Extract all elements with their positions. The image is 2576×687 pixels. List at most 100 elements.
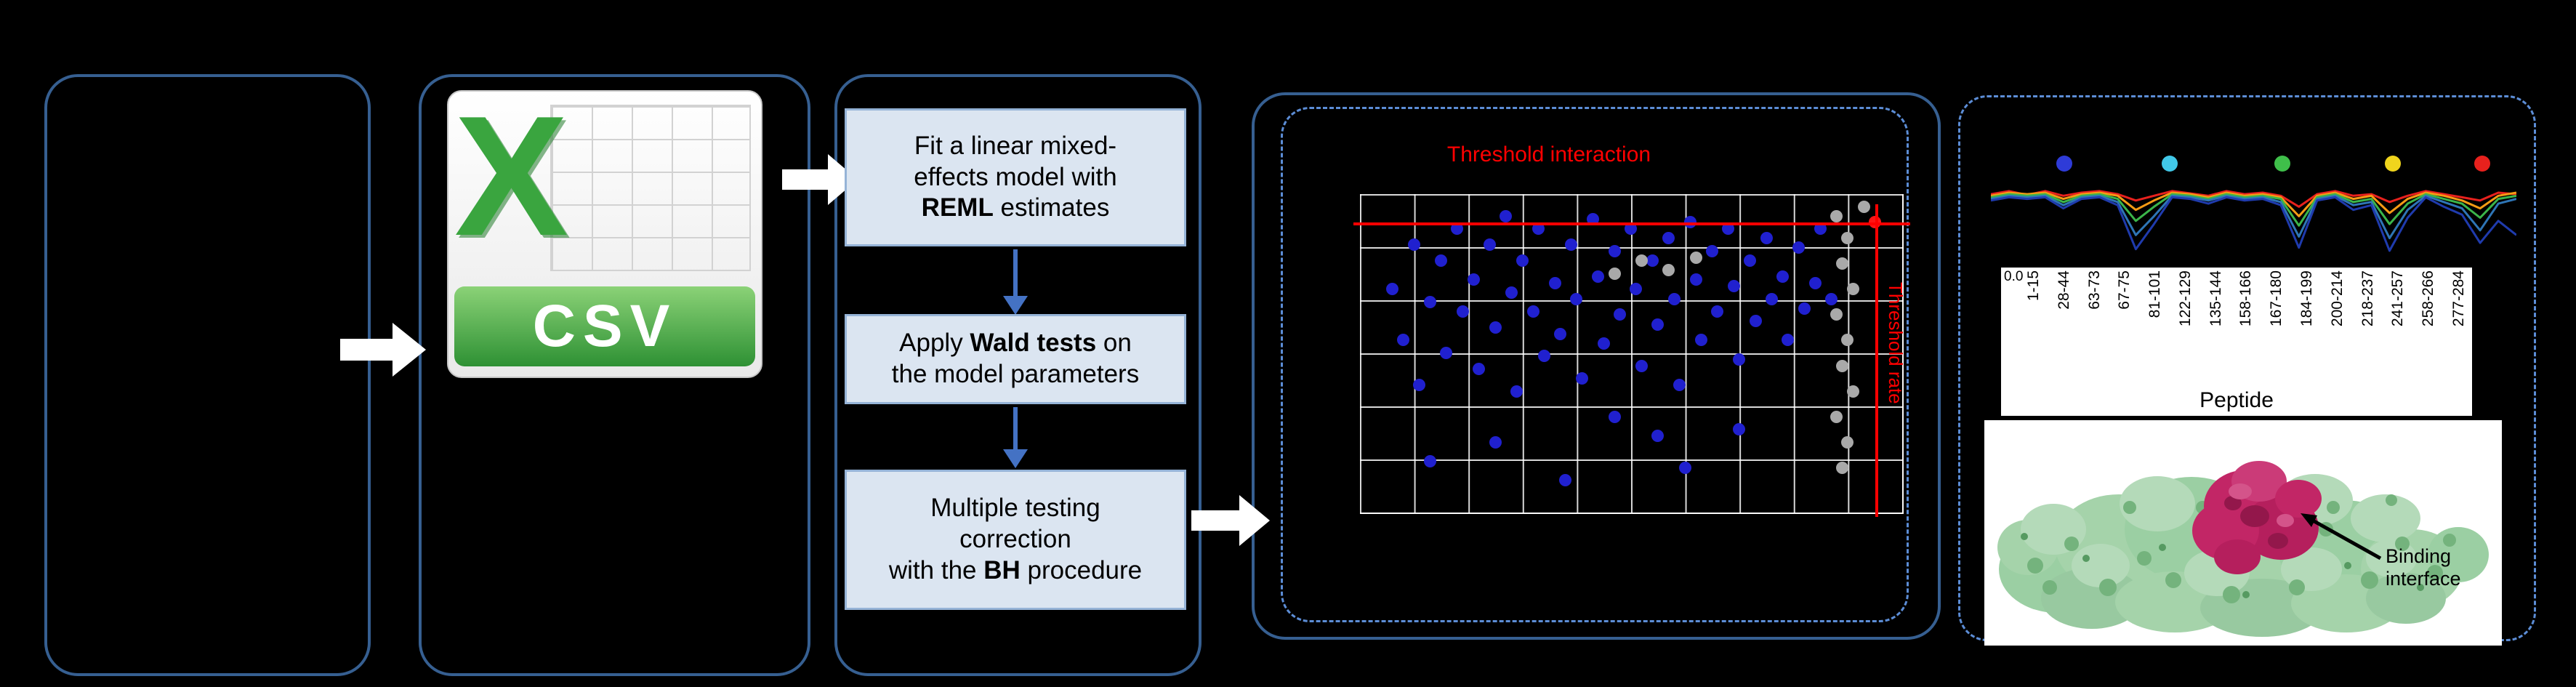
scatter-point bbox=[1760, 232, 1773, 245]
scatter-point bbox=[1857, 200, 1870, 213]
process-text-segment: Apply bbox=[899, 329, 970, 358]
scatter-point bbox=[1808, 276, 1822, 289]
scatter-point bbox=[1722, 222, 1735, 236]
scatter-point bbox=[1841, 334, 1854, 347]
results-dashed-border bbox=[1281, 107, 1909, 622]
process-text-segment: estimates bbox=[993, 193, 1110, 222]
scatter-point bbox=[1792, 241, 1806, 254]
flow-arrow-3 bbox=[1191, 495, 1270, 546]
scatter-point bbox=[1505, 286, 1518, 299]
threshold-rate-line bbox=[1875, 204, 1878, 517]
scatter-point bbox=[1689, 273, 1702, 286]
scatter-point bbox=[1694, 334, 1707, 347]
y-axis-tick: 0.0 bbox=[2004, 269, 2024, 284]
scatter-point bbox=[1548, 276, 1561, 289]
panel-input bbox=[44, 74, 371, 676]
scatter-point bbox=[1532, 222, 1545, 236]
scatter-point bbox=[1625, 222, 1637, 236]
scatter-point bbox=[1705, 244, 1718, 257]
peptide-tick-label: 67-75 bbox=[2116, 270, 2133, 310]
scatter-point bbox=[1846, 283, 1859, 296]
scatter-point bbox=[1570, 292, 1583, 305]
scatter-point bbox=[1456, 305, 1469, 318]
flow-arrow-1 bbox=[340, 323, 426, 377]
state-marker-dot bbox=[2161, 156, 2178, 172]
scatter-point bbox=[1830, 209, 1843, 222]
state-marker-dot bbox=[2056, 156, 2073, 172]
scatter-point bbox=[1473, 362, 1486, 375]
scatter-points-layer bbox=[1360, 194, 1902, 513]
peptide-tick-label: 28-44 bbox=[2055, 270, 2072, 310]
panel-statistical-pipeline bbox=[834, 74, 1202, 676]
uptake-profile-chart bbox=[1991, 190, 2516, 252]
scatter-point bbox=[1500, 209, 1513, 222]
process-box-reml: Fit a linear mixed- effects model with R… bbox=[845, 108, 1186, 246]
scatter-point bbox=[1564, 238, 1577, 252]
scatter-point bbox=[1798, 302, 1811, 315]
threshold-interaction-line bbox=[1353, 222, 1910, 225]
down-arrow-1-head bbox=[1003, 296, 1028, 315]
scatter-point bbox=[1673, 378, 1686, 391]
scatter-point bbox=[1407, 238, 1420, 252]
scatter-point bbox=[1434, 254, 1447, 267]
scatter-point bbox=[1396, 334, 1409, 347]
scatter-point bbox=[1608, 410, 1621, 423]
process-text-segment: procedure bbox=[1020, 555, 1143, 584]
process-box-reml-text: Fit a linear mixed- effects model with R… bbox=[914, 131, 1117, 224]
scatter-point bbox=[1537, 350, 1550, 363]
scatter-point bbox=[1662, 232, 1675, 245]
peptide-axis-title: Peptide bbox=[2199, 388, 2274, 412]
scatter-point bbox=[1592, 270, 1605, 283]
peptide-tick-label: 218-237 bbox=[2359, 270, 2376, 327]
peptide-tick-label: 184-199 bbox=[2298, 270, 2316, 327]
down-arrow-2-head bbox=[1003, 449, 1028, 468]
process-box-wald: Apply Wald tests on the model parameters bbox=[845, 314, 1186, 404]
scatter-point bbox=[1489, 435, 1502, 449]
process-text-segment: on the model parameters bbox=[891, 329, 1140, 388]
scatter-point bbox=[1440, 347, 1453, 359]
scatter-point bbox=[1689, 251, 1702, 264]
process-text-bold: BH bbox=[983, 555, 1021, 584]
scatter-point bbox=[1835, 359, 1848, 372]
binding-interface-label: Binding interface bbox=[2386, 545, 2461, 590]
scatter-point bbox=[1727, 280, 1740, 293]
process-text-segment: Fit a linear mixed- effects model with bbox=[914, 131, 1117, 191]
process-box-bh: Multiple testing correction with the BH … bbox=[845, 470, 1186, 610]
state-marker-dot bbox=[2474, 156, 2490, 172]
state-marker-dots bbox=[1991, 154, 2516, 173]
protein-structure-panel: Binding interface bbox=[1984, 420, 2502, 646]
state-marker-dot bbox=[2385, 156, 2402, 172]
scatter-point bbox=[1835, 257, 1848, 270]
scatter-point bbox=[1423, 454, 1436, 467]
protein-structure-image bbox=[1997, 461, 2489, 637]
scatter-point bbox=[1749, 315, 1762, 328]
peptide-tick-label: 277-284 bbox=[2450, 270, 2467, 327]
process-box-bh-text: Multiple testing correction with the BH … bbox=[889, 493, 1142, 586]
peptide-tick-label: 135-144 bbox=[2207, 270, 2224, 327]
panel-results bbox=[1252, 92, 1941, 640]
scatter-point bbox=[1559, 474, 1572, 487]
scatter-point bbox=[1526, 305, 1539, 318]
scatter-point bbox=[1846, 385, 1859, 398]
scatter-point bbox=[1635, 359, 1648, 372]
flow-arrow-2 bbox=[782, 154, 858, 205]
peptide-tick-label: 258-266 bbox=[2420, 270, 2437, 327]
scatter-point bbox=[1554, 327, 1567, 340]
peptide-tick-label: 122-129 bbox=[2176, 270, 2194, 327]
process-text-bold: Wald tests bbox=[970, 329, 1097, 358]
peptide-tick-label: 158-166 bbox=[2237, 270, 2255, 327]
scatter-point bbox=[1841, 232, 1854, 245]
peptide-tick-label: 81-101 bbox=[2146, 270, 2164, 318]
scatter-point bbox=[1825, 292, 1838, 305]
binding-interface-arrow bbox=[2301, 513, 2382, 561]
peptide-tick-label: 63-73 bbox=[2085, 270, 2103, 310]
threshold-rate-label: Threshold rate bbox=[1885, 282, 1907, 404]
scatter-point bbox=[1635, 254, 1648, 267]
scatter-point bbox=[1678, 461, 1691, 474]
scatter-point bbox=[1733, 353, 1746, 366]
uptake-series bbox=[1991, 196, 2516, 252]
scatter-plot bbox=[1360, 194, 1904, 514]
down-arrow-2-line bbox=[1013, 407, 1018, 452]
scatter-point bbox=[1423, 295, 1436, 308]
peptide-tick-labels: 1-15 28-44 63-73 67-75 81-101 122-129 135-144 1… bbox=[2025, 270, 2467, 387]
